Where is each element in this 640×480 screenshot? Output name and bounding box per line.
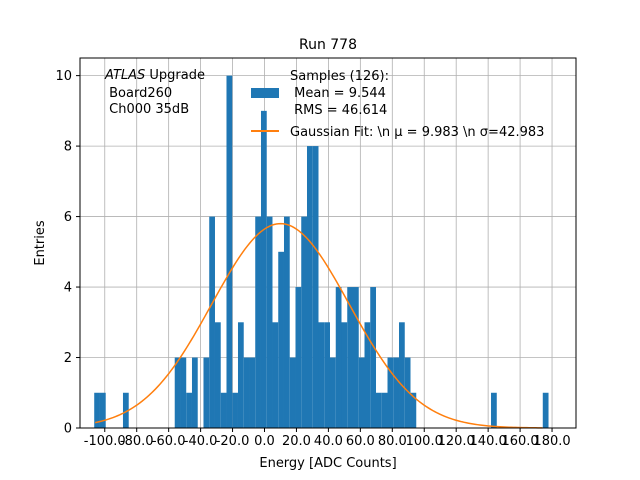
- histogram-bar: [278, 251, 284, 428]
- x-tick-label: 160.0: [501, 434, 538, 449]
- x-tick-label: 140.0: [470, 434, 507, 449]
- legend: Samples (126): Mean = 9.544 RMS = 46.614…: [251, 69, 544, 140]
- gaussian-fit-curve: [95, 222, 543, 429]
- x-tick-label: 40.0: [314, 434, 343, 449]
- grid: [80, 58, 576, 429]
- annotation-line-2: Board260: [105, 86, 172, 101]
- x-tick-label: 120.0: [438, 434, 475, 449]
- legend-fit-label: Gaussian Fit: \n μ = 9.983 \n σ=42.983: [290, 125, 544, 140]
- histogram-bar: [347, 287, 353, 428]
- histogram-bar: [209, 216, 215, 428]
- histogram-bar: [203, 357, 210, 428]
- histogram-bar: [410, 392, 417, 428]
- y-tick-label: 4: [64, 281, 72, 296]
- y-axis-ticks: 0 2 4 6 8 10: [55, 69, 80, 437]
- histogram-bar: [232, 392, 238, 428]
- y-tick-label: 2: [64, 351, 72, 366]
- y-axis-label: Entries: [33, 220, 48, 266]
- annotation-line-3: Ch000 35dB: [105, 102, 189, 117]
- histogram-bar: [237, 322, 244, 428]
- histogram-bar: [180, 357, 187, 428]
- x-tick-label: -80.0: [120, 434, 154, 449]
- histogram-bar: [174, 357, 181, 428]
- histogram-bar: [272, 322, 279, 428]
- histogram-bar: [364, 322, 371, 428]
- histogram-bar: [370, 287, 377, 428]
- histogram-bar: [226, 75, 233, 428]
- legend-samples-rms: RMS = 46.614: [290, 103, 387, 118]
- atlas-annotation: ATLAS Upgrade Board260 Ch000 35dB: [104, 68, 205, 117]
- histogram-bar: [306, 146, 313, 428]
- legend-samples-mean: Mean = 9.544: [290, 86, 386, 101]
- x-axis-ticks: -100.0-80.0-60.0-40.0-20.0 0.0 20.0 40.0 60.…: [84, 428, 571, 449]
- histogram-bar: [329, 357, 336, 428]
- histogram-bar: [255, 216, 261, 428]
- histogram-bar: [376, 392, 382, 428]
- x-tick-label: -40.0: [184, 434, 218, 449]
- histogram-bar: [283, 216, 290, 428]
- histogram-bar: [122, 392, 129, 428]
- histogram-bars: [94, 75, 549, 428]
- histogram-bar: [214, 322, 221, 428]
- legend-samples-line-1: Samples (126):: [290, 69, 389, 84]
- legend-samples-swatch: [251, 88, 279, 98]
- histogram-bar: [335, 287, 342, 428]
- x-tick-label: 0.0: [254, 434, 275, 449]
- histogram-bar: [186, 392, 192, 428]
- histogram-bar: [243, 357, 250, 428]
- x-tick-label: 100.0: [406, 434, 443, 449]
- histogram-bar: [404, 357, 411, 428]
- histogram-bar: [393, 357, 400, 428]
- annotation-atlas: ATLAS: [104, 68, 145, 83]
- histogram-bar: [399, 322, 405, 428]
- y-tick-label: 6: [64, 210, 72, 225]
- x-tick-label: 20.0: [282, 434, 311, 449]
- histogram-bar: [341, 322, 348, 428]
- histogram-bar: [381, 392, 388, 428]
- annotation-line-1: ATLAS Upgrade: [104, 68, 205, 83]
- histogram-bar: [191, 357, 198, 428]
- x-axis-label: Energy [ADC Counts]: [259, 456, 396, 471]
- y-tick-label: 10: [55, 69, 72, 84]
- histogram-bar: [491, 392, 497, 428]
- histogram-bar: [249, 357, 256, 428]
- x-tick-label: 80.0: [378, 434, 407, 449]
- annotation-upgrade: Upgrade: [145, 68, 205, 83]
- y-tick-label: 8: [64, 140, 72, 155]
- x-tick-label: -20.0: [216, 434, 250, 449]
- x-tick-label: -60.0: [152, 434, 186, 449]
- histogram-bar: [301, 216, 307, 428]
- histogram-bar: [318, 322, 325, 428]
- chart-title: Run 778: [299, 37, 357, 53]
- x-tick-label: 180.0: [533, 434, 570, 449]
- histogram-bar: [387, 357, 394, 428]
- x-tick-label: 60.0: [346, 434, 375, 449]
- histogram-bar: [220, 392, 227, 428]
- histogram-bar: [266, 216, 273, 428]
- histogram-bar: [289, 357, 296, 428]
- histogram-bar: [260, 110, 267, 428]
- histogram-bar: [99, 392, 106, 428]
- y-tick-label: 0: [64, 422, 72, 437]
- histogram-bar: [324, 322, 330, 428]
- histogram-bar: [94, 392, 100, 428]
- histogram-bar: [312, 146, 319, 428]
- histogram-bar: [352, 287, 359, 428]
- histogram-bar: [358, 357, 365, 428]
- x-tick-label: -100.0: [84, 434, 126, 449]
- histogram-bar: [295, 287, 302, 428]
- histogram-bar: [542, 392, 549, 428]
